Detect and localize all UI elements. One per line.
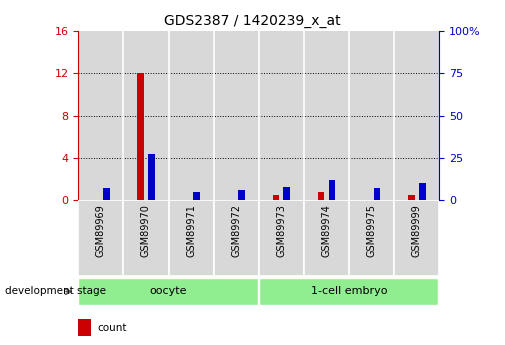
Text: GSM89972: GSM89972 — [231, 204, 241, 257]
Bar — [318, 192, 325, 200]
Bar — [137, 73, 144, 200]
Text: GSM89973: GSM89973 — [276, 204, 286, 257]
Bar — [123, 200, 169, 276]
Bar — [78, 31, 123, 200]
Bar — [349, 31, 394, 200]
Bar — [103, 188, 110, 200]
Bar — [238, 190, 245, 200]
Bar — [408, 195, 415, 200]
Bar — [78, 200, 123, 276]
Bar — [78, 277, 258, 306]
Bar — [374, 188, 380, 200]
Bar — [304, 31, 349, 200]
Bar — [227, 199, 234, 200]
Bar — [259, 277, 438, 306]
Text: GDS2387 / 1420239_x_at: GDS2387 / 1420239_x_at — [164, 14, 341, 28]
Bar — [304, 200, 349, 276]
Bar — [283, 187, 290, 200]
Bar — [193, 192, 200, 200]
Text: count: count — [98, 324, 127, 333]
Text: oocyte: oocyte — [150, 286, 187, 296]
Bar — [148, 155, 155, 200]
Bar — [78, 319, 91, 336]
Text: GSM89974: GSM89974 — [322, 204, 331, 257]
Bar — [169, 200, 214, 276]
Bar — [182, 199, 189, 200]
Bar — [329, 180, 335, 200]
Bar — [214, 200, 259, 276]
Text: 1-cell embryo: 1-cell embryo — [311, 286, 387, 296]
Bar — [259, 200, 304, 276]
Bar — [259, 31, 304, 200]
Bar — [349, 200, 394, 276]
Bar — [394, 31, 439, 200]
Text: development stage: development stage — [5, 286, 106, 296]
Bar — [214, 31, 259, 200]
Bar — [92, 199, 99, 200]
Text: GSM89971: GSM89971 — [186, 204, 196, 257]
Text: GSM89970: GSM89970 — [141, 204, 151, 257]
Bar — [363, 199, 370, 200]
Text: GSM89975: GSM89975 — [367, 204, 377, 257]
Bar — [419, 183, 426, 200]
Bar — [273, 195, 279, 200]
Bar — [123, 31, 169, 200]
Bar — [169, 31, 214, 200]
Text: GSM89969: GSM89969 — [96, 204, 106, 257]
Bar — [394, 200, 439, 276]
Text: GSM89999: GSM89999 — [412, 204, 422, 257]
